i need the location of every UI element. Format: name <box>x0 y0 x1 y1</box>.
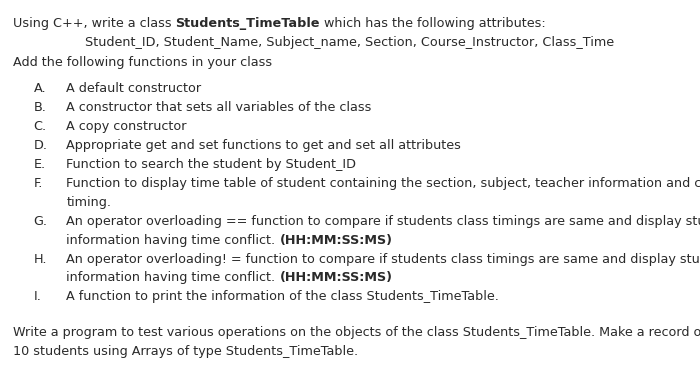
Text: E.: E. <box>34 158 46 171</box>
Text: H.: H. <box>34 252 47 266</box>
Text: An operator overloading == function to compare if students class timings are sam: An operator overloading == function to c… <box>66 215 700 228</box>
Text: (HH:MM:SS:MS): (HH:MM:SS:MS) <box>279 234 393 247</box>
Text: G.: G. <box>34 215 48 228</box>
Text: Appropriate get and set functions to get and set all attributes: Appropriate get and set functions to get… <box>66 139 461 152</box>
Text: 10 students using Arrays of type Students_TimeTable.: 10 students using Arrays of type Student… <box>13 346 358 358</box>
Text: (HH:MM:SS:MS): (HH:MM:SS:MS) <box>279 272 393 284</box>
Text: C.: C. <box>34 120 47 133</box>
Text: Student_ID, Student_Name, Subject_name, Section, Course_Instructor, Class_Time: Student_ID, Student_Name, Subject_name, … <box>85 36 615 49</box>
Text: which has the following attributes:: which has the following attributes: <box>320 17 545 29</box>
Text: D.: D. <box>34 139 48 152</box>
Text: A.: A. <box>34 82 46 95</box>
Text: A copy constructor: A copy constructor <box>66 120 187 133</box>
Text: An operator overloading! = function to compare if students class timings are sam: An operator overloading! = function to c… <box>66 252 700 266</box>
Text: A default constructor: A default constructor <box>66 82 202 95</box>
Text: timing.: timing. <box>66 196 111 209</box>
Text: information having time conflict.: information having time conflict. <box>66 234 279 247</box>
Text: information having time conflict.: information having time conflict. <box>66 272 279 284</box>
Text: Function to display time table of student containing the section, subject, teach: Function to display time table of studen… <box>66 177 700 190</box>
Text: B.: B. <box>34 101 46 114</box>
Text: Students_TimeTable: Students_TimeTable <box>175 17 320 29</box>
Text: Write a program to test various operations on the objects of the class Students_: Write a program to test various operatio… <box>13 326 700 339</box>
Text: Using C++, write a class: Using C++, write a class <box>13 17 175 29</box>
Text: Add the following functions in your class: Add the following functions in your clas… <box>13 56 272 69</box>
Text: A function to print the information of the class Students_TimeTable.: A function to print the information of t… <box>66 290 499 304</box>
Text: A constructor that sets all variables of the class: A constructor that sets all variables of… <box>66 101 372 114</box>
Text: F.: F. <box>34 177 43 190</box>
Text: I.: I. <box>34 290 41 304</box>
Text: Function to search the student by Student_ID: Function to search the student by Studen… <box>66 158 356 171</box>
